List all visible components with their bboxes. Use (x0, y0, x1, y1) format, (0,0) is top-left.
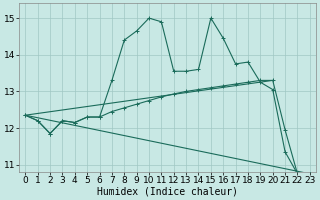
X-axis label: Humidex (Indice chaleur): Humidex (Indice chaleur) (97, 187, 238, 197)
